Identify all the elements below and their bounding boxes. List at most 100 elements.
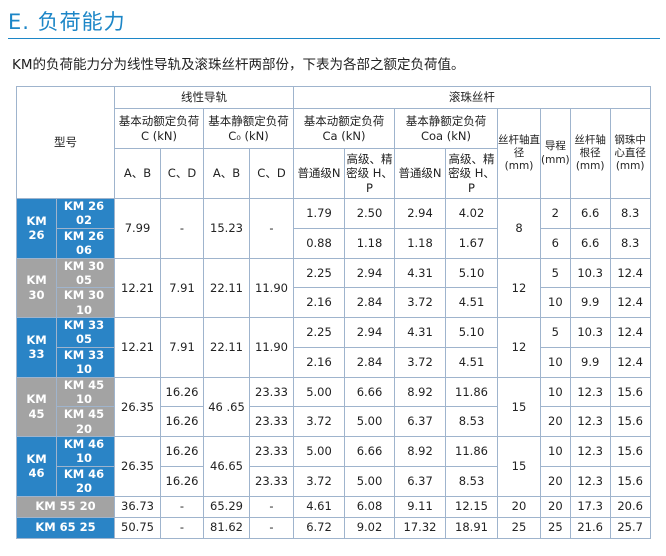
ball-center-value: 12.4 <box>609 287 651 318</box>
c0-cd-value: 11.90 <box>249 257 294 318</box>
screw-diameter-value: 12 <box>497 317 541 378</box>
ca-high-value: 9.02 <box>344 516 395 539</box>
coa-normal-value: 6.37 <box>394 406 446 437</box>
coa-normal-value: 17.32 <box>394 516 446 539</box>
ca-normal-value: 3.72 <box>293 465 345 497</box>
c0-cd-value: 23.33 <box>249 376 294 408</box>
model-code: KM 26 06 <box>56 227 115 259</box>
ca-normal-value: 3.72 <box>293 406 345 437</box>
table-row: KM 30 KM 30 05 12.21 7.91 22.11 11.90 2.25 2.94 4… <box>16 257 651 318</box>
ball-center-value: 15.6 <box>609 406 651 437</box>
intro-text: KM的负荷能力分为线性导轨及滚珠丝杆两部份，下表为各部之额定负荷值。 <box>12 57 465 73</box>
model-code: KM 46 10 <box>56 436 115 467</box>
lead-value: 2 <box>540 198 571 229</box>
model-group-label: KM 26 <box>16 198 57 259</box>
root-diameter-value: 12.3 <box>569 406 611 437</box>
table-row: KM 33 KM 33 05 12.21 7.91 22.11 11.90 2.25 2.94 4… <box>16 317 651 378</box>
lead-value: 20 <box>540 495 571 518</box>
header-ball-center-diameter: 钢珠中心直径 (mm) <box>609 108 651 199</box>
ca-high-value: 2.84 <box>344 346 395 378</box>
root-diameter-value: 10.3 <box>569 317 611 348</box>
ca-high-value: 2.94 <box>344 257 395 289</box>
coa-high-value: 5.10 <box>445 257 498 289</box>
screw-diameter-value: 12 <box>497 257 541 318</box>
header-lead: 导程 (mm) <box>540 108 571 199</box>
root-diameter-value: 12.3 <box>569 376 611 408</box>
ca-normal-value: 4.61 <box>293 495 345 518</box>
table-row: KM 26 KM 26 02 7.99-15.23-1.79 2.50 2.94 4.02 8… <box>16 198 651 259</box>
c0-ab-value: 46.65 <box>203 436 250 497</box>
root-diameter-value: 9.9 <box>569 346 611 378</box>
model-group-label: KM 46 <box>16 436 57 497</box>
ca-normal-value: 1.79 <box>293 198 345 229</box>
c0-ab-value: 15.23 <box>203 198 250 259</box>
model-code: KM 45 10 <box>56 376 115 408</box>
coa-high-value: 11.86 <box>445 436 498 467</box>
table-row: KM 46 20 16.26 23.33 3.72 5.00 6.37 8.53 20 12.3… <box>17 465 651 497</box>
c0-ab-value: 81.62 <box>203 516 250 539</box>
model-code: KM 46 20 <box>56 465 115 497</box>
ca-high-value: 6.08 <box>344 495 395 518</box>
header-ca-dynamic: 基本动额定负荷 Ca (kN) <box>293 108 395 149</box>
lead-value: 20 <box>540 406 571 437</box>
lead-value: 5 <box>540 257 571 289</box>
ball-center-value: 12.4 <box>609 257 651 289</box>
coa-normal-value: 1.18 <box>394 227 446 259</box>
screw-diameter-value: 20 <box>497 495 541 518</box>
c0-cd-value: - <box>249 516 294 539</box>
coa-normal-value: 3.72 <box>394 287 446 318</box>
ca-high-value: 5.00 <box>344 465 395 497</box>
coa-normal-value: 8.92 <box>394 436 446 467</box>
c-ab-value: 12.21 <box>114 257 161 318</box>
model-code: KM 33 05 <box>56 317 115 348</box>
table-row: KM 33 10 2.16 2.84 3.72 4.51 10 9.9 12.4 <box>17 346 651 378</box>
ca-normal-value: 0.88 <box>293 227 345 259</box>
c-ab-value: 12.21 <box>114 317 161 378</box>
table-row: KM 45 20 16.26 23.33 3.72 5.00 6.37 8.53 20 12.3… <box>17 406 651 437</box>
c0-cd-value: 23.33 <box>249 406 294 437</box>
ca-normal-value: 2.16 <box>293 287 345 318</box>
coa-high-value: 4.51 <box>445 346 498 378</box>
ca-high-value: 1.18 <box>344 227 395 259</box>
screw-diameter-value: 8 <box>497 198 541 259</box>
model-code: KM 65 25 <box>16 516 115 539</box>
c0-ab-value: 65.29 <box>203 495 250 518</box>
coa-high-value: 1.67 <box>445 227 498 259</box>
table-row: KM 45 KM 45 10 26.35 16.26 46 .65 23.33 5.00 6.6… <box>16 376 651 437</box>
model-code: KM 30 10 <box>56 287 115 318</box>
section-title: E. 负荷能力 <box>8 10 126 34</box>
model-code: KM 26 02 <box>56 198 115 229</box>
ball-center-value: 15.6 <box>609 465 651 497</box>
coa-high-value: 4.02 <box>445 198 498 229</box>
c-ab-value: 26.35 <box>114 436 161 497</box>
ball-center-value: 8.3 <box>609 227 651 259</box>
c0-ab-value: 46 .65 <box>203 376 250 437</box>
c0-cd-value: 23.33 <box>249 465 294 497</box>
table-row: KM 30 10 2.16 2.84 3.72 4.51 10 9.9 12.4 <box>17 287 651 318</box>
header-cd: C、D <box>160 148 204 199</box>
title-divider <box>8 38 660 39</box>
root-diameter-value: 6.6 <box>569 198 611 229</box>
c-ab-value: 50.75 <box>114 516 161 539</box>
c0-cd-value: 23.33 <box>249 436 294 467</box>
header-c-dynamic: 基本动额定负荷 C (kN) <box>114 108 204 149</box>
ca-high-value: 6.66 <box>344 376 395 408</box>
c0-cd-value: - <box>249 198 294 259</box>
c-cd-value: - <box>160 516 204 539</box>
ball-center-value: 12.4 <box>609 346 651 378</box>
ball-center-value: 12.4 <box>609 317 651 348</box>
c-cd-value: 16.26 <box>160 376 204 408</box>
lead-value: 25 <box>540 516 571 539</box>
coa-normal-value: 2.94 <box>394 198 446 229</box>
c0-cd-value: 11.90 <box>249 317 294 378</box>
ca-normal-value: 2.25 <box>293 317 345 348</box>
coa-normal-value: 4.31 <box>394 257 446 289</box>
ca-normal-value: 5.00 <box>293 376 345 408</box>
lead-value: 10 <box>540 346 571 378</box>
header-ab: A、B <box>114 148 161 199</box>
screw-diameter-value: 15 <box>497 376 541 437</box>
header-c0-static: 基本静额定负荷 C₀ (kN) <box>203 108 294 149</box>
lead-value: 20 <box>540 465 571 497</box>
c-ab-value: 36.73 <box>114 495 161 518</box>
header-cd: C、D <box>249 148 294 199</box>
